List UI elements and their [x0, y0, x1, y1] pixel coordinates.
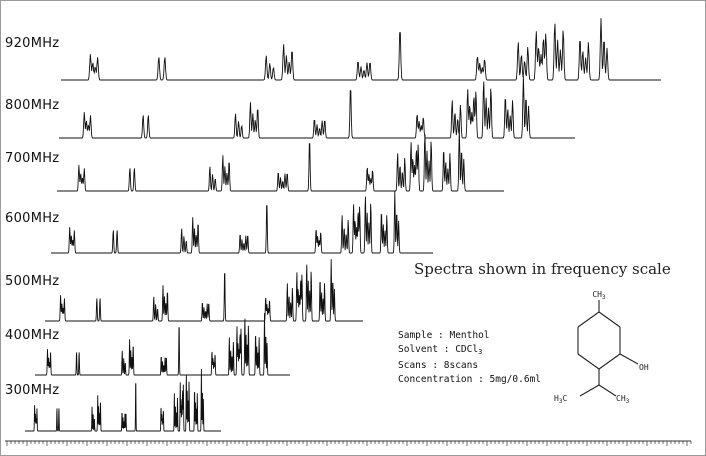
spectrum-600MHz — [51, 191, 433, 254]
frequency-ruler — [5, 440, 692, 446]
spectrum-700MHz — [57, 129, 504, 192]
spectrum-trace-500MHz — [45, 259, 363, 322]
menthol-structure: CH3 OH H3C CH3 — [554, 290, 649, 405]
spectrum-trace-300MHz — [25, 369, 221, 432]
methyl-top-label: CH3 — [592, 290, 606, 301]
spectrum-trace-700MHz — [57, 129, 504, 192]
methyl-left-label: H3C — [554, 394, 567, 405]
series-label-600: 600MHz — [5, 211, 60, 226]
spectrum-400MHz — [35, 313, 290, 376]
series-label-500: 500MHz — [5, 274, 60, 289]
series-label-800: 800MHz — [5, 98, 60, 113]
scans-line: Scans : 8scans — [398, 360, 479, 371]
spectrum-500MHz — [45, 259, 363, 322]
series-label-920: 920MHz — [5, 36, 60, 51]
solvent-line: Solvent : CDCl3 — [398, 343, 483, 356]
spectrum-trace-600MHz — [51, 191, 433, 254]
frequency-scale-annotation: Spectra shown in frequency scale — [414, 260, 671, 278]
hydroxyl-label: OH — [639, 363, 649, 372]
sample-line: Sample : Menthol — [398, 330, 490, 341]
spectrum-800MHz — [59, 76, 575, 139]
series-label-400: 400MHz — [5, 328, 60, 343]
spectrum-trace-920MHz — [61, 18, 661, 81]
spectrum-920MHz — [61, 18, 661, 81]
methyl-right-label: CH3 — [616, 394, 630, 405]
series-label-700: 700MHz — [5, 151, 60, 166]
concentration-line: Concentration : 5mg/0.6ml — [398, 373, 541, 385]
spectrum-300MHz — [25, 369, 221, 432]
series-label-300: 300MHz — [5, 383, 60, 398]
sample-info-block: Sample : Menthol Solvent : CDCl3 Scans :… — [398, 329, 541, 386]
spectrum-trace-400MHz — [35, 313, 290, 376]
spectrum-trace-800MHz — [59, 76, 575, 139]
